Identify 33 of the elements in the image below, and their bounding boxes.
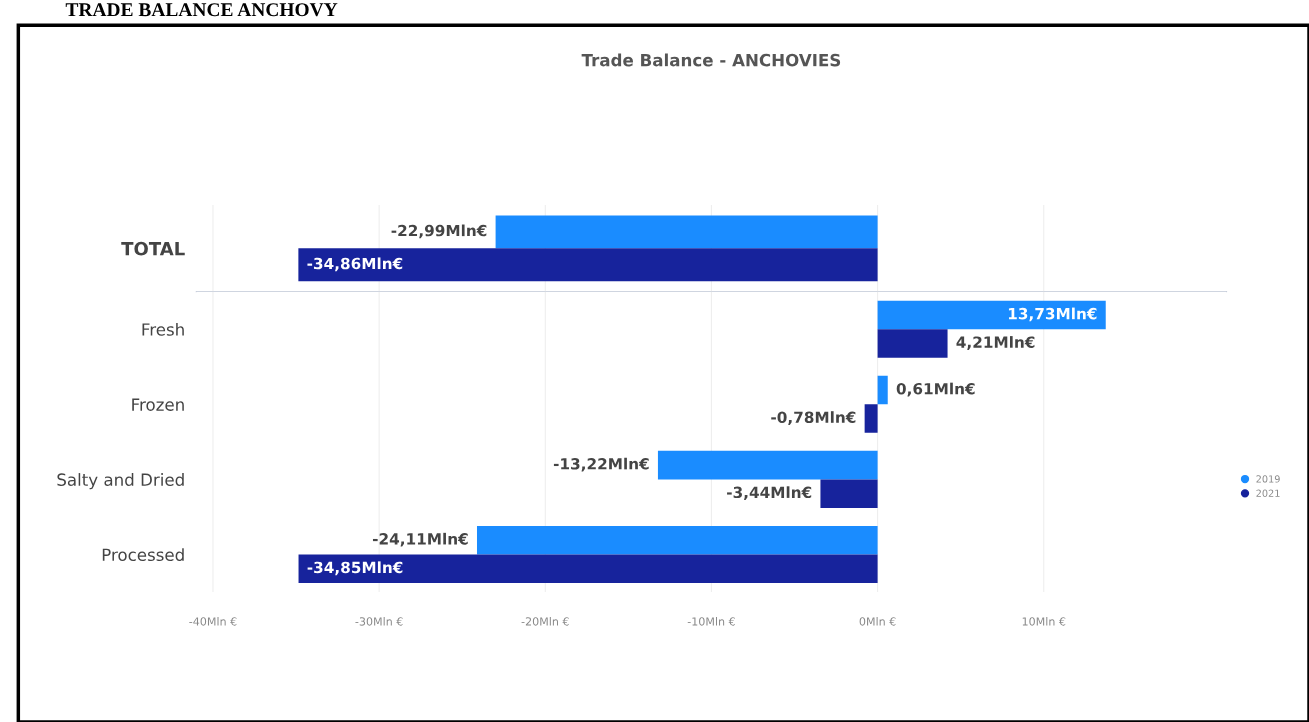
x-tick-label: -40Mln €: [189, 617, 237, 626]
x-tick-label: -10Mln €: [687, 617, 735, 626]
y-tick-label: Processed: [102, 548, 184, 562]
y-tick-label: Fresh: [142, 322, 184, 336]
data-label: 0,61Mln€: [896, 382, 975, 397]
bar: [820, 479, 878, 508]
chart-title: Trade Balance - ANCHOVIES: [581, 53, 841, 67]
x-tick-label: 10Mln €: [1022, 617, 1066, 626]
bar: [877, 375, 888, 405]
x-tick-label: 0Mln €: [859, 617, 896, 626]
y-tick-label: Salty and Dried: [57, 473, 184, 490]
legend-label: 2019: [1256, 475, 1280, 483]
data-label: 4,21Mln€: [956, 336, 1035, 350]
data-label: -3,44Mln€: [727, 486, 812, 501]
data-label: 13,73Mln€: [1008, 307, 1097, 322]
bar: [864, 404, 878, 433]
data-label: -13,22Mln€: [553, 457, 649, 472]
x-tick-label: -30Mln €: [355, 617, 403, 626]
data-label: -22,99Mln€: [391, 224, 487, 239]
x-tick-label: -20Mln €: [521, 617, 569, 626]
data-label: -34,85Mln€: [307, 561, 403, 576]
y-tick-label: TOTAL: [121, 241, 185, 256]
bar: [298, 554, 878, 584]
text: TRADE BALANCE ANCHOVY: [65, 3, 338, 17]
legend-label: 2021: [1256, 489, 1280, 497]
bar: [657, 450, 878, 480]
bar: [877, 300, 1106, 330]
bar: [877, 329, 948, 358]
data-label: -24,11Mln€: [372, 532, 468, 547]
data-label: -34,86Mln€: [307, 257, 403, 272]
y-tick-label: Frozen: [132, 398, 184, 411]
bar: [476, 525, 878, 555]
data-label: -0,78Mln€: [771, 411, 856, 425]
